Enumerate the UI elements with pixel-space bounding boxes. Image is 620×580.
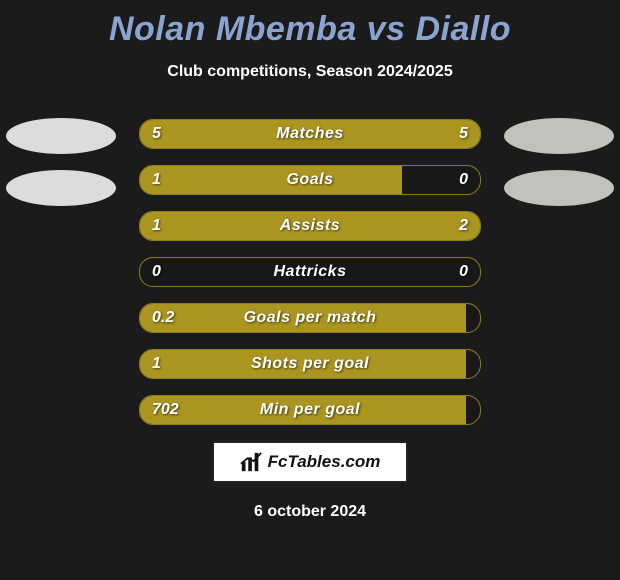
side-oval-left	[6, 118, 116, 154]
date-label: 6 october 2024	[0, 503, 620, 521]
stat-label: Shots per goal	[140, 350, 480, 378]
logo-text: FcTables.com	[268, 452, 381, 472]
stat-row: 0Hattricks0	[139, 257, 481, 287]
stat-value-right: 0	[459, 258, 468, 286]
page-title: Nolan Mbemba vs Diallo	[0, 0, 620, 49]
side-oval-right	[504, 170, 614, 206]
subtitle: Club competitions, Season 2024/2025	[0, 63, 620, 81]
chart-icon	[240, 451, 262, 473]
stat-value-right: 2	[459, 212, 468, 240]
stat-label: Goals per match	[140, 304, 480, 332]
stat-row: 1Goals0	[139, 165, 481, 195]
stat-row: 5Matches5	[139, 119, 481, 149]
stat-label: Assists	[140, 212, 480, 240]
stat-label: Hattricks	[140, 258, 480, 286]
stat-label: Min per goal	[140, 396, 480, 424]
side-oval-left	[6, 170, 116, 206]
side-oval-right	[504, 118, 614, 154]
stat-row: 1Assists2	[139, 211, 481, 241]
stat-label: Matches	[140, 120, 480, 148]
stat-label: Goals	[140, 166, 480, 194]
stat-value-right: 0	[459, 166, 468, 194]
stat-row: 0.2Goals per match	[139, 303, 481, 333]
fctables-logo: FcTables.com	[212, 441, 408, 483]
stat-row: 1Shots per goal	[139, 349, 481, 379]
stat-row: 702Min per goal	[139, 395, 481, 425]
stat-value-right: 5	[459, 120, 468, 148]
stats-host: 5Matches51Goals01Assists20Hattricks00.2G…	[0, 119, 620, 425]
